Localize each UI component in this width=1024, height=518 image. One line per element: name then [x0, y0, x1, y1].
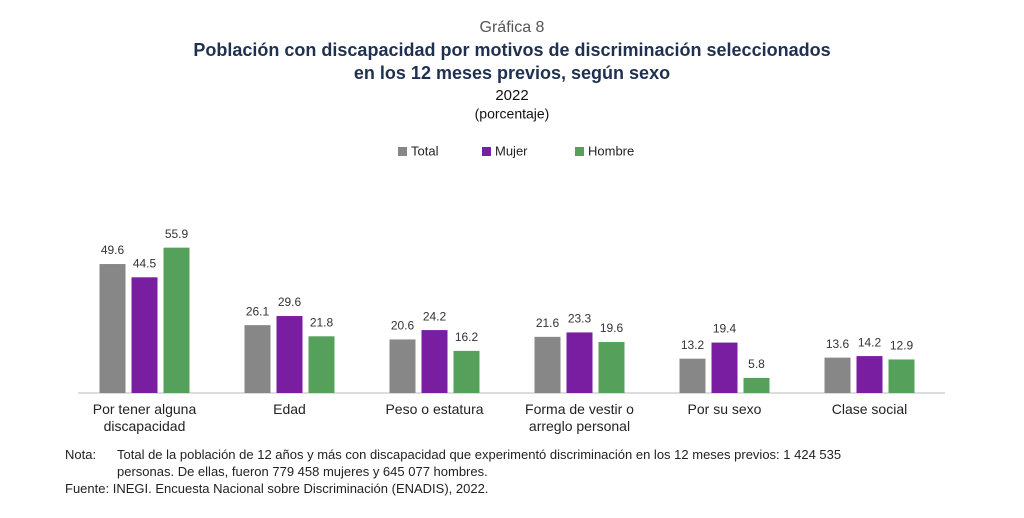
bar: [711, 342, 738, 393]
bar: [244, 325, 271, 393]
legend-label: Hombre: [588, 143, 634, 158]
legend-label: Mujer: [495, 143, 528, 158]
chart-title: en los 12 meses previos, según sexo: [354, 63, 670, 83]
bar: [743, 377, 770, 393]
value-label: 21.6: [536, 316, 560, 330]
bar: [421, 330, 448, 393]
x-tick-label: Clase social: [832, 401, 907, 417]
value-label: 14.2: [858, 335, 882, 349]
bar: [534, 336, 561, 393]
value-label: 23.3: [568, 312, 592, 326]
x-tick-label: Forma de vestir o arreglo personal: [525, 401, 634, 434]
bar: [131, 277, 158, 393]
chart-title: Población con discapacidad por motivos d…: [193, 40, 830, 60]
value-label: 29.6: [278, 295, 302, 309]
value-label: 49.6: [101, 243, 125, 257]
bar: [453, 350, 480, 393]
bar: [888, 359, 915, 393]
bar: [276, 316, 303, 393]
legend-label: Total: [411, 143, 439, 158]
value-label: 55.9: [165, 227, 189, 241]
chart-subtitle: 2022: [495, 87, 528, 104]
value-label: 24.2: [423, 309, 447, 323]
bar: [99, 264, 126, 393]
x-tick-label: Peso o estatura: [385, 401, 483, 417]
bar: [824, 357, 851, 393]
source-label: Fuente:: [65, 481, 110, 496]
chart-kicker: Gráfica 8: [480, 19, 545, 36]
value-label: 19.6: [600, 321, 624, 335]
value-label: 20.6: [391, 319, 415, 333]
bar: [308, 336, 335, 393]
value-label: 13.2: [681, 338, 705, 352]
legend-swatch: [482, 147, 491, 156]
value-label: 16.2: [455, 330, 479, 344]
bar: [389, 339, 416, 393]
bar: [679, 358, 706, 393]
chart-unit: (porcentaje): [475, 106, 550, 122]
bar: [566, 332, 593, 393]
x-tick-label: Por su sexo: [688, 401, 762, 417]
source-text: INEGI. Encuesta Nacional sobre Discrimin…: [112, 481, 489, 496]
note-label: Nota:: [65, 447, 97, 462]
note-text: Total de la población de 12 años y más c…: [117, 447, 842, 479]
bar: [598, 342, 625, 393]
legend-swatch: [398, 147, 407, 156]
chart: Gráfica 8 Población con discapacidad por…: [78, 19, 945, 434]
legend-swatch: [575, 147, 584, 156]
value-label: 13.6: [826, 337, 850, 351]
bar: [856, 356, 883, 393]
note-row: Nota: Total de la población de 12 años y …: [65, 446, 857, 480]
source-row: Fuente: INEGI. Encuesta Nacional sobre D…: [65, 480, 857, 497]
x-tick-label: Edad: [273, 401, 306, 417]
value-label: 5.8: [748, 357, 765, 371]
value-label: 44.5: [133, 256, 157, 270]
bar: [163, 247, 190, 393]
value-label: 21.8: [310, 315, 334, 329]
x-tick-label: Por tener alguna discapacidad: [93, 401, 197, 434]
value-label: 26.1: [246, 304, 270, 318]
notes: Nota: Total de la población de 12 años y …: [65, 446, 857, 497]
value-label: 19.4: [713, 322, 737, 336]
value-label: 12.9: [890, 339, 914, 353]
